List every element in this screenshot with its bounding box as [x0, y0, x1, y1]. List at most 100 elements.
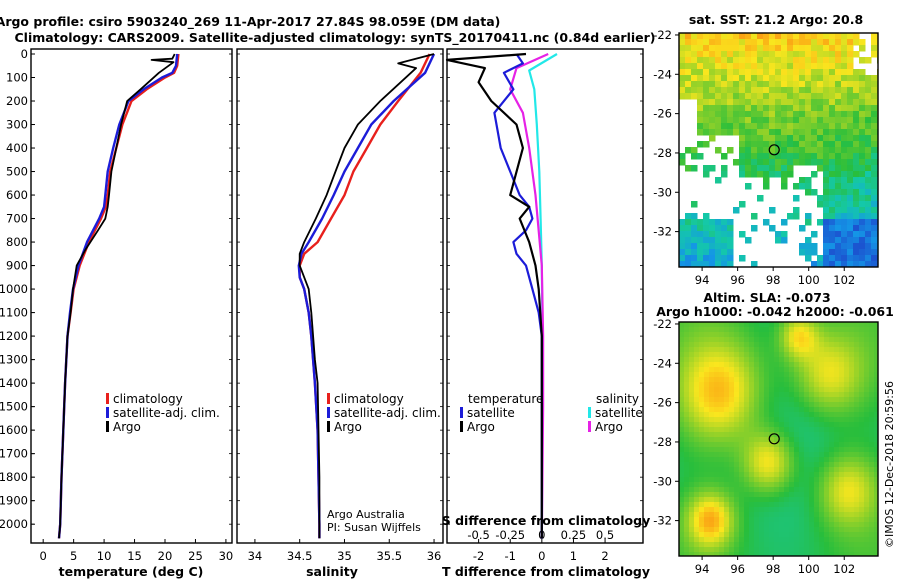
sla-cell [859, 547, 865, 553]
sst-cell [805, 183, 812, 190]
sst-cell [721, 39, 728, 46]
sla-cell [764, 547, 770, 553]
sst-cell [799, 129, 806, 136]
sst-cell [775, 81, 782, 88]
sla-cell [819, 532, 825, 538]
sla-cell [739, 427, 745, 433]
sla-cell [679, 522, 685, 528]
sla-cell [709, 477, 715, 483]
sla-cell [844, 537, 850, 543]
sla-cell [839, 417, 845, 423]
sst-cell [727, 63, 734, 70]
sst-cell [835, 219, 842, 226]
sla-cell [839, 342, 845, 348]
sla-cell [764, 382, 770, 388]
sla-cell [809, 417, 815, 423]
sla-cell [684, 537, 690, 543]
sla-cell [724, 417, 730, 423]
sla-cell [679, 542, 685, 548]
sst-cell [757, 51, 764, 58]
sst-cell [703, 171, 710, 178]
sla-cell [684, 472, 690, 478]
sst-cell [781, 177, 788, 184]
sla-cell [799, 522, 805, 528]
sla-cell [764, 427, 770, 433]
sla-cell [724, 512, 730, 518]
sla-cell [679, 497, 685, 503]
sla-cell [779, 427, 785, 433]
sla-cell [754, 537, 760, 543]
sla-cell [739, 477, 745, 483]
sst-cell [811, 57, 818, 64]
sla-cell [864, 482, 870, 488]
sst-cell [859, 219, 866, 226]
sst-cell [679, 81, 686, 88]
sla-cell [704, 552, 710, 556]
sla-cell [844, 342, 850, 348]
sla-cell [844, 402, 850, 408]
sst-cell [757, 141, 764, 148]
sla-cell [744, 537, 750, 543]
sst-cell [697, 141, 704, 148]
sla-cell [714, 532, 720, 538]
sla-cell [724, 382, 730, 388]
sst-cell [811, 123, 818, 130]
sst-cell [763, 51, 770, 58]
sla-cell [864, 447, 870, 453]
x-tick-label: 34.5 [287, 549, 313, 563]
sla-cell [829, 522, 835, 528]
sla-cell [869, 377, 875, 383]
map-x-tick-label: 98 [766, 273, 781, 287]
sla-cell [744, 357, 750, 363]
difference-panel-frame [446, 48, 644, 544]
sla-cell [749, 507, 755, 513]
sla-cell [829, 427, 835, 433]
sla-cell [804, 537, 810, 543]
sla-cell [804, 357, 810, 363]
sla-cell [814, 462, 820, 468]
sla-cell [849, 512, 855, 518]
sst-cell [745, 117, 752, 124]
sst-cell [781, 57, 788, 64]
sla-cell [679, 527, 685, 533]
sst-cell [757, 81, 764, 88]
sla-cell [749, 387, 755, 393]
sst-cell [721, 237, 728, 244]
sla-cell [679, 517, 685, 523]
sla-cell [829, 357, 835, 363]
sla-cell [759, 462, 765, 468]
sla-cell [834, 352, 840, 358]
sla-cell [834, 542, 840, 548]
sla-cell [729, 552, 735, 556]
sla-cell [874, 442, 878, 448]
sla-cell [859, 517, 865, 523]
sla-cell [764, 377, 770, 383]
sla-cell [814, 522, 820, 528]
sla-cell [789, 447, 795, 453]
sst-cell [871, 87, 878, 94]
sla-cell [699, 342, 705, 348]
sst-cell [835, 147, 842, 154]
sla-cell [869, 467, 875, 473]
sla-cell [839, 467, 845, 473]
sla-cell [719, 382, 725, 388]
sla-cell [839, 352, 845, 358]
sla-cell [764, 372, 770, 378]
sla-cell [689, 442, 695, 448]
sla-cell [714, 362, 720, 368]
sla-cell [709, 337, 715, 343]
sst-cell [691, 255, 698, 262]
sst-cell [871, 213, 878, 220]
sla-cell [734, 452, 740, 458]
sla-cell [754, 437, 760, 443]
sla-cell [699, 367, 705, 373]
sst-cell [847, 51, 854, 58]
sst-cell [697, 93, 704, 100]
sst-cell [685, 45, 692, 52]
sla-cell [699, 532, 705, 538]
sla-cell [854, 452, 860, 458]
sst-cell [853, 159, 860, 166]
sla-cell [824, 432, 830, 438]
sla-cell [839, 367, 845, 373]
sla-cell [754, 352, 760, 358]
